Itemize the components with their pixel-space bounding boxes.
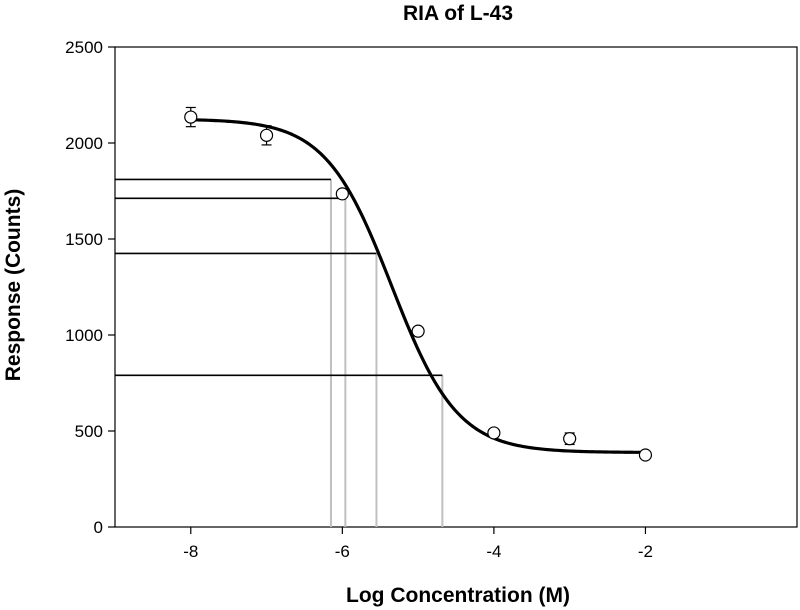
plot-area: 0 500 1000 1500 2000 2500 -8 -6 -4 -2: [65, 38, 798, 561]
data-point-6: [638, 448, 653, 462]
x-tick-label-2: -4: [486, 542, 501, 561]
y-axis-label: Response (Counts): [2, 189, 25, 382]
data-point-3: [411, 324, 425, 338]
x-tick-label-3: -2: [638, 542, 653, 561]
data-point-1: [259, 128, 274, 142]
data-point-2: [335, 187, 349, 201]
y-tick-label-2: 1000: [65, 326, 103, 345]
data-point-0: [184, 110, 198, 124]
y-tick-label-4: 2000: [65, 134, 103, 153]
plot-frame: [114, 46, 798, 528]
y-tick-label-0: 0: [94, 518, 103, 537]
chart-title: RIA of L-43: [403, 2, 513, 25]
y-tick-label-1: 500: [75, 422, 103, 441]
y-tick-label-5: 2500: [65, 38, 103, 57]
x-axis-label: Log Concentration (M): [346, 584, 570, 607]
x-tick-label-1: -6: [335, 542, 350, 561]
fit-curve: [190, 118, 646, 454]
y-tick-label-3: 1500: [65, 230, 103, 249]
data-point-5: [563, 432, 577, 446]
x-tick-label-0: -8: [183, 542, 198, 561]
data-point-4: [487, 426, 501, 440]
